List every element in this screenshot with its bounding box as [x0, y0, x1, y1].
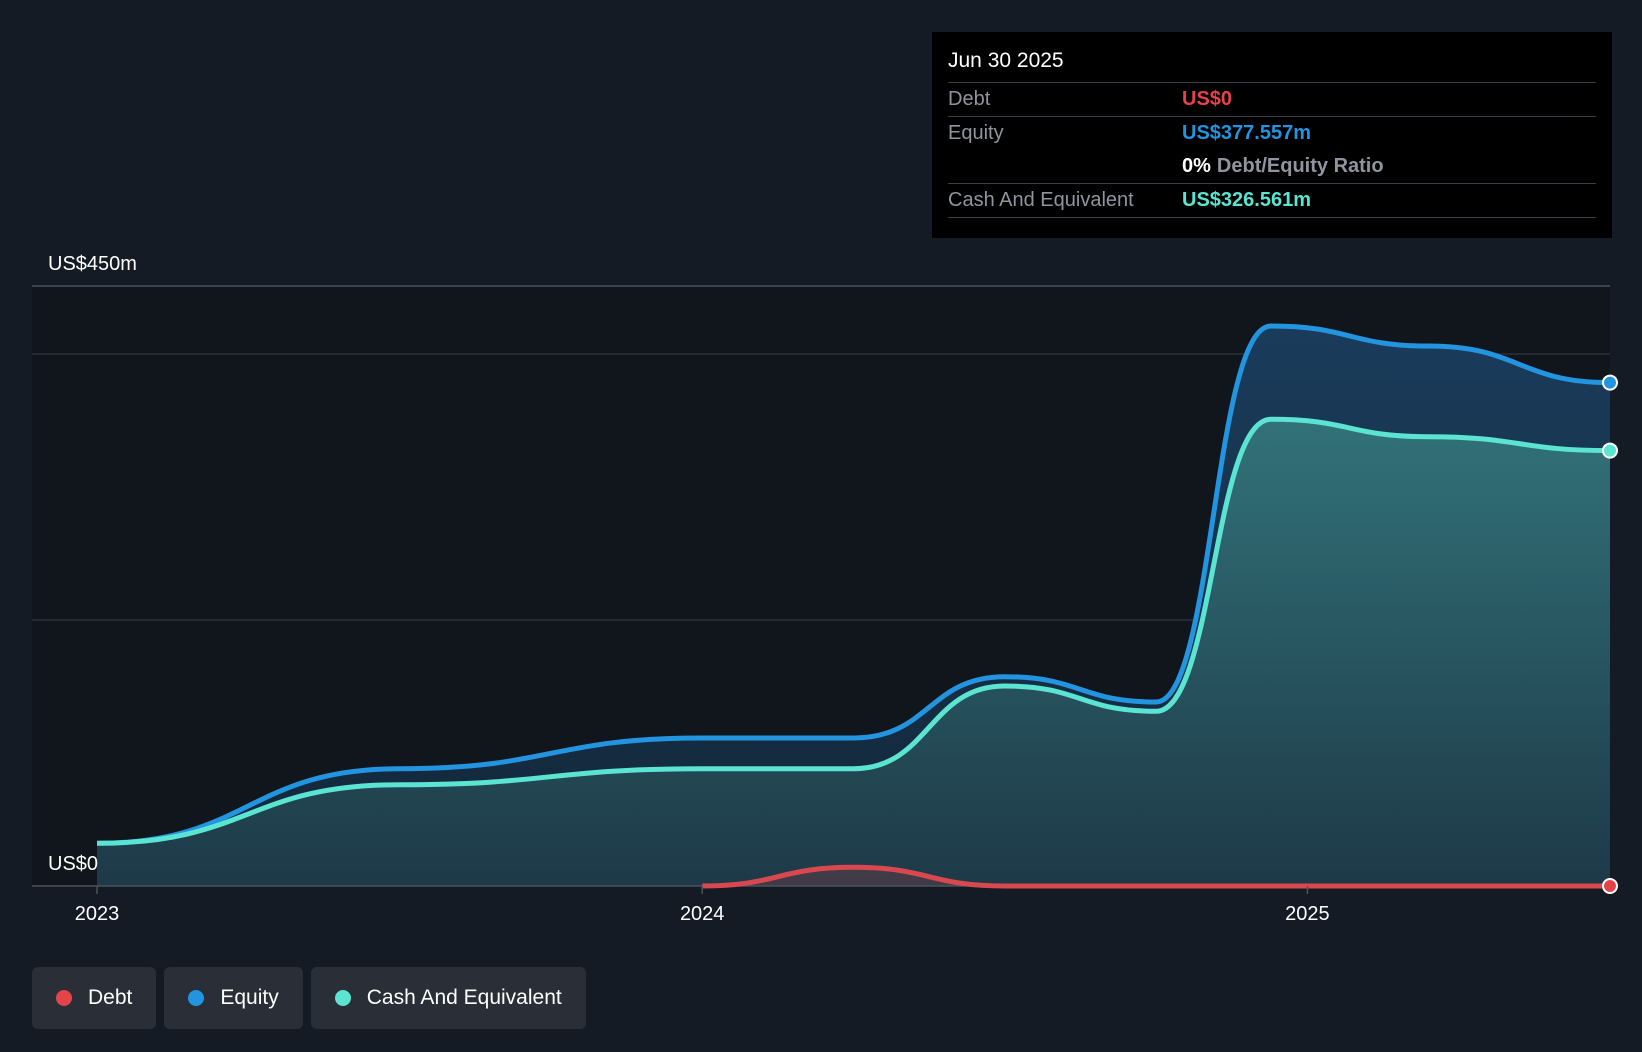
- tooltip-date: Jun 30 2025: [948, 49, 1064, 72]
- equity-end-marker: [1602, 374, 1618, 391]
- legend-item-equity[interactable]: Equity: [164, 967, 303, 1029]
- legend-item-debt[interactable]: Debt: [32, 967, 157, 1029]
- y-axis-bottom-label: US$0: [48, 853, 98, 875]
- debt-dot-icon: [56, 990, 72, 1006]
- tooltip-equity-label: Equity: [948, 122, 1004, 144]
- tooltip-cash-label: Cash And Equivalent: [948, 189, 1134, 211]
- tooltip-row-debt: Debt US$0: [948, 82, 1596, 116]
- chart-legend: Debt Equity Cash And Equivalent: [32, 967, 586, 1029]
- legend-debt-label: Debt: [88, 986, 133, 1009]
- tooltip-cash-value: US$326.561m: [1182, 189, 1311, 211]
- debt-line: [702, 864, 1610, 889]
- tooltip-debt-value: US$0: [1182, 88, 1233, 110]
- x-tick-label: 2024: [680, 903, 725, 925]
- x-tick-label: 2025: [1285, 903, 1330, 925]
- legend-cash-label: Cash And Equivalent: [366, 986, 562, 1009]
- debt-end-marker: [1602, 878, 1618, 894]
- tooltip-row-equity: Equity US$377.557m: [948, 116, 1596, 150]
- y-axis-top-label: US$450m: [48, 253, 137, 275]
- tooltip-panel: Jun 30 2025 Debt US$0 Equity US$377.557m…: [932, 32, 1612, 238]
- legend-item-cash[interactable]: Cash And Equivalent: [310, 967, 586, 1029]
- cash-area: [97, 419, 1610, 886]
- cash-line: [96, 416, 1611, 846]
- tooltip-debt-label: Debt: [948, 88, 991, 110]
- tooltip-row-cash: Cash And Equivalent US$326.561m: [948, 183, 1596, 218]
- tooltip-ratio-label: Debt/Equity Ratio: [1216, 155, 1384, 177]
- tooltip-row-ratio: 0% Debt/Equity Ratio: [948, 150, 1596, 183]
- debt-area: [702, 867, 1610, 886]
- legend-equity-label: Equity: [220, 986, 279, 1009]
- cash-end-marker: [1602, 442, 1618, 459]
- equity-dot-icon: [188, 990, 205, 1006]
- equity-line: [96, 323, 1611, 846]
- tooltip-equity-value: US$377.557m: [1182, 122, 1311, 144]
- tooltip-ratio-value: 0%: [1182, 155, 1211, 177]
- cash-dot-icon: [334, 990, 351, 1006]
- x-tick-label: 2023: [75, 903, 120, 925]
